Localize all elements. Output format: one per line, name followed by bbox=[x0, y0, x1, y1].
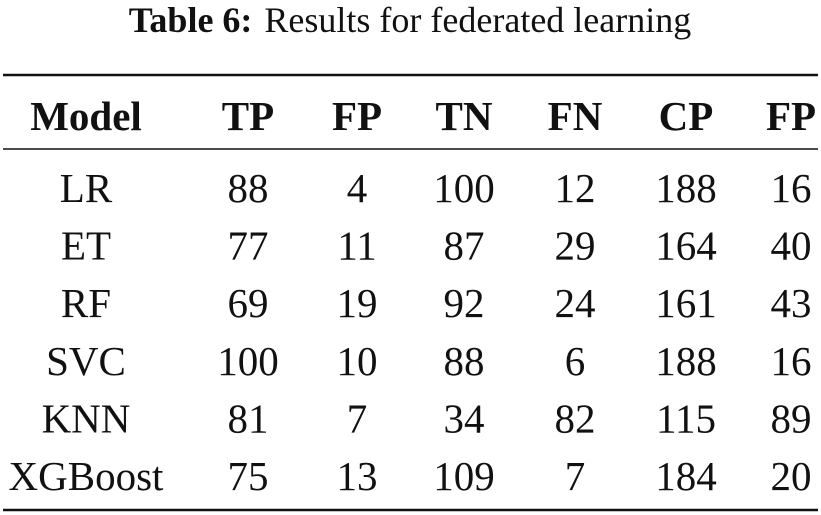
row-label: KNN bbox=[42, 395, 131, 441]
cell: 40 bbox=[771, 223, 812, 269]
cell: 109 bbox=[433, 453, 495, 499]
cell: 88 bbox=[228, 165, 269, 211]
header-cell: FP bbox=[332, 93, 382, 139]
cell: 184 bbox=[655, 453, 717, 499]
cell: 13 bbox=[337, 453, 378, 499]
cell: 12 bbox=[555, 165, 596, 211]
cell: 16 bbox=[771, 338, 812, 384]
caption-label: Table 6: bbox=[129, 0, 253, 40]
cell: 100 bbox=[433, 165, 495, 211]
row-label: LR bbox=[60, 165, 113, 211]
cell: 81 bbox=[228, 395, 269, 441]
cell: 77 bbox=[228, 223, 269, 269]
cell: 4 bbox=[347, 165, 368, 211]
header-cell: TN bbox=[436, 93, 493, 139]
cell: 69 bbox=[228, 280, 269, 326]
header-cell: TP bbox=[222, 93, 274, 139]
cell: 89 bbox=[771, 395, 812, 441]
cell: 43 bbox=[771, 280, 812, 326]
row-label: ET bbox=[61, 223, 111, 269]
cell: 188 bbox=[655, 165, 717, 211]
cell: 29 bbox=[555, 223, 596, 269]
cell: 188 bbox=[655, 338, 717, 384]
cell: 7 bbox=[565, 453, 586, 499]
cell: 20 bbox=[771, 453, 812, 499]
row-label: SVC bbox=[46, 338, 126, 384]
header-cell: FP bbox=[766, 93, 816, 139]
header-cell: Model bbox=[30, 93, 142, 139]
header-cell: CP bbox=[659, 93, 714, 139]
cell: 87 bbox=[444, 223, 485, 269]
cell: 19 bbox=[337, 280, 378, 326]
cell: 34 bbox=[444, 395, 485, 441]
cell: 100 bbox=[217, 338, 279, 384]
table-caption: Table 6: Results for federated learning bbox=[129, 0, 692, 40]
cell: 115 bbox=[656, 395, 716, 441]
cell: 88 bbox=[444, 338, 485, 384]
caption-text: Results for federated learning bbox=[264, 0, 691, 40]
cell: 6 bbox=[565, 338, 586, 384]
cell: 164 bbox=[655, 223, 717, 269]
header-cell: FN bbox=[548, 93, 603, 139]
cell: 11 bbox=[337, 223, 376, 269]
cell: 161 bbox=[655, 280, 717, 326]
cell: 24 bbox=[555, 280, 596, 326]
cell: 10 bbox=[337, 338, 378, 384]
row-label: XGBoost bbox=[9, 453, 165, 499]
cell: 82 bbox=[555, 395, 596, 441]
row-label: RF bbox=[61, 280, 111, 326]
cell: 7 bbox=[347, 395, 368, 441]
cell: 92 bbox=[444, 280, 485, 326]
cell: 75 bbox=[228, 453, 269, 499]
cell: 16 bbox=[771, 165, 812, 211]
